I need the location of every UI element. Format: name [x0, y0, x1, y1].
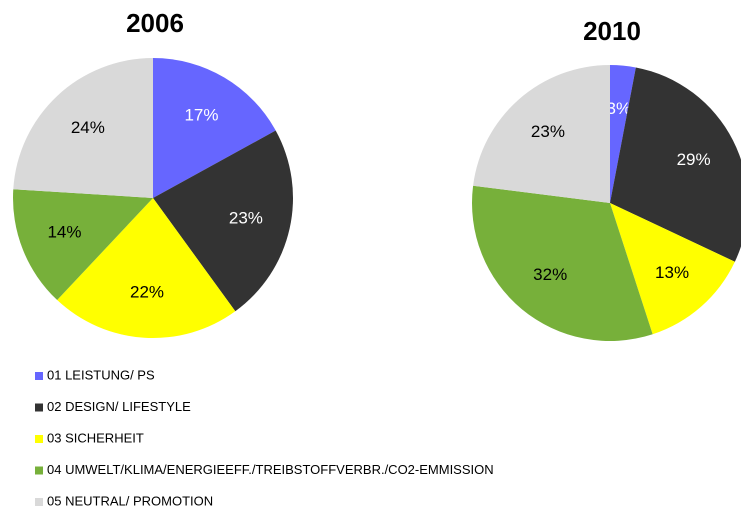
pie-slice [610, 203, 735, 335]
legend-swatch [35, 372, 43, 380]
data-label: 24% [71, 118, 105, 137]
legend-label: 01 LEISTUNG/ PS [47, 367, 155, 382]
data-label: 23% [531, 122, 565, 141]
pie-slice [57, 198, 236, 339]
pie-slice [153, 58, 276, 198]
legend-swatch [35, 403, 43, 412]
data-label: 29% [677, 150, 711, 169]
pie-slice [610, 67, 741, 262]
legend-swatch [35, 498, 43, 506]
data-label: 14% [47, 223, 81, 242]
legend-swatch [35, 435, 43, 443]
data-label: 22% [130, 282, 164, 301]
data-label: 23% [229, 208, 263, 227]
legend-label: 02 DESIGN/ LIFESTYLE [47, 399, 191, 414]
data-label: 3% [607, 99, 632, 118]
chart-title: 2010 [583, 16, 641, 46]
pie-slice [473, 65, 610, 203]
data-label: 32% [533, 265, 567, 284]
pie-slice [153, 130, 293, 312]
pie-slice [472, 185, 653, 341]
pie-slice [610, 65, 636, 203]
legend-label: 03 SICHERHEIT [47, 430, 144, 445]
legend-swatch [35, 466, 43, 475]
legend-label: 04 UMWELT/KLIMA/ENERGIEEFF./TREIBSTOFFVE… [47, 462, 494, 477]
pie-slice [13, 189, 154, 301]
data-label: 13% [655, 263, 689, 282]
chart-title: 2006 [126, 8, 184, 38]
pie-slice [13, 58, 153, 198]
legend-label: 05 NEUTRAL/ PROMOTION [47, 493, 213, 508]
data-label: 17% [184, 106, 218, 125]
